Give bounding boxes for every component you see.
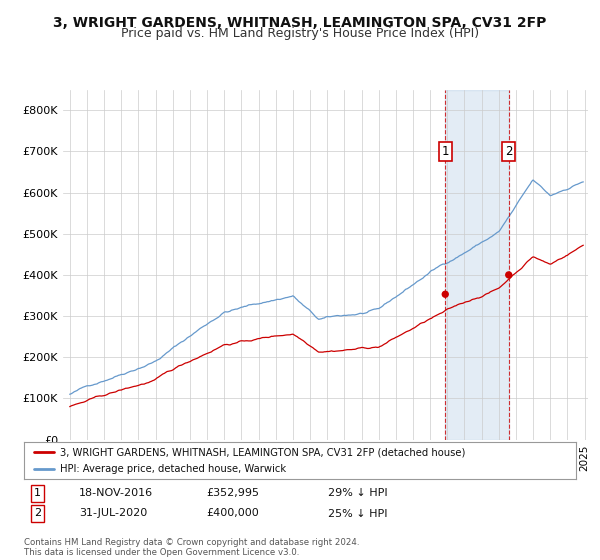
- Point: [504, 270, 514, 279]
- Text: 29% ↓ HPI: 29% ↓ HPI: [328, 488, 387, 498]
- Text: 25% ↓ HPI: 25% ↓ HPI: [328, 508, 387, 519]
- Point: [440, 290, 450, 298]
- Text: Price paid vs. HM Land Registry's House Price Index (HPI): Price paid vs. HM Land Registry's House …: [121, 27, 479, 40]
- Text: 2: 2: [34, 508, 41, 519]
- Text: 3, WRIGHT GARDENS, WHITNASH, LEAMINGTON SPA, CV31 2FP: 3, WRIGHT GARDENS, WHITNASH, LEAMINGTON …: [53, 16, 547, 30]
- Text: £352,995: £352,995: [206, 488, 259, 498]
- Text: 1: 1: [34, 488, 41, 498]
- Text: 18-NOV-2016: 18-NOV-2016: [79, 488, 154, 498]
- Text: 2: 2: [505, 145, 512, 158]
- Bar: [445, 90, 509, 440]
- Text: £400,000: £400,000: [206, 508, 259, 519]
- Text: 1: 1: [442, 145, 449, 158]
- Text: 31-JUL-2020: 31-JUL-2020: [79, 508, 148, 519]
- Text: 3, WRIGHT GARDENS, WHITNASH, LEAMINGTON SPA, CV31 2FP (detached house): 3, WRIGHT GARDENS, WHITNASH, LEAMINGTON …: [60, 447, 465, 457]
- Text: Contains HM Land Registry data © Crown copyright and database right 2024.
This d: Contains HM Land Registry data © Crown c…: [24, 538, 359, 557]
- Text: HPI: Average price, detached house, Warwick: HPI: Average price, detached house, Warw…: [60, 464, 286, 474]
